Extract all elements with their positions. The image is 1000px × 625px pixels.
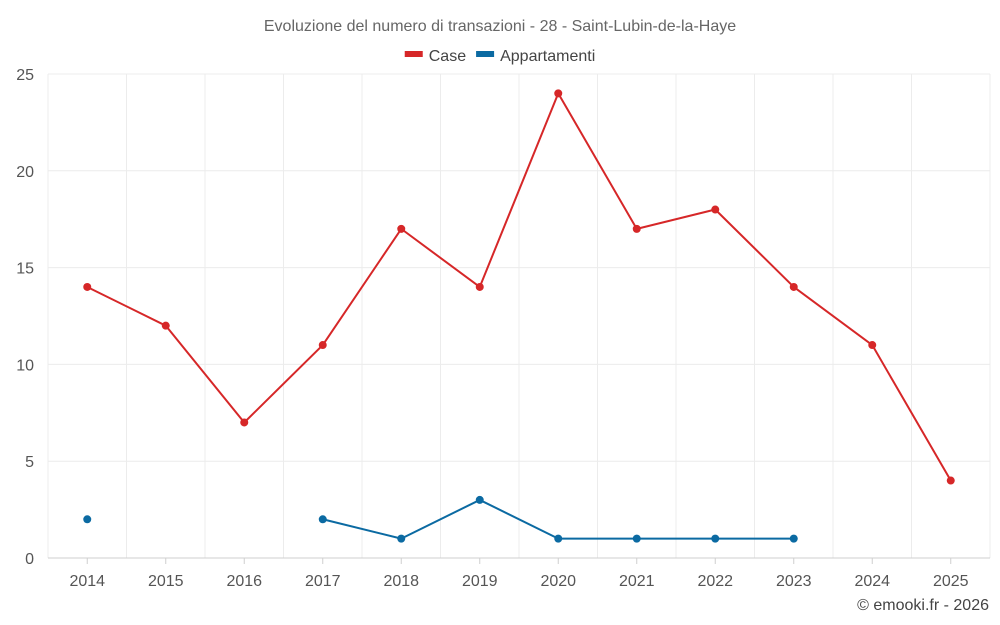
data-point-appartamenti bbox=[397, 534, 406, 543]
data-point-case bbox=[397, 224, 406, 233]
data-point-case bbox=[83, 282, 92, 291]
x-tick-label: 2021 bbox=[619, 573, 655, 590]
x-tick-label: 2020 bbox=[540, 573, 576, 590]
x-tick-label: 2019 bbox=[462, 573, 498, 590]
grid bbox=[47, 73, 991, 558]
y-tick-label: 0 bbox=[25, 551, 34, 568]
chart-title: Evoluzione del numero di transazioni - 2… bbox=[264, 18, 736, 35]
data-point-appartamenti bbox=[318, 515, 327, 524]
x-tick-label: 2017 bbox=[305, 573, 341, 590]
data-point-case bbox=[711, 205, 720, 214]
data-point-case bbox=[946, 476, 955, 485]
data-point-case bbox=[240, 418, 249, 427]
data-point-appartamenti bbox=[789, 534, 798, 543]
y-tick-label: 15 bbox=[16, 261, 34, 278]
y-tick-label: 5 bbox=[25, 454, 34, 471]
legend-label: Case bbox=[429, 48, 466, 65]
legend-swatch bbox=[404, 51, 423, 57]
data-point-appartamenti bbox=[475, 495, 484, 504]
data-point-case bbox=[632, 224, 641, 233]
series-line-appartamenti bbox=[322, 498, 794, 540]
data-point-case bbox=[161, 321, 170, 330]
data-point-appartamenti bbox=[711, 534, 720, 543]
y-tick-label: 10 bbox=[16, 357, 34, 374]
legend: Case Appartamenti bbox=[404, 48, 595, 65]
y-tick-label: 25 bbox=[16, 67, 34, 84]
data-point-case bbox=[554, 89, 563, 98]
data-point-appartamenti bbox=[632, 534, 641, 543]
data-point-appartamenti bbox=[83, 515, 92, 524]
legend-swatch bbox=[476, 51, 495, 57]
data-point-case bbox=[868, 341, 877, 350]
data-point-case bbox=[318, 341, 327, 350]
x-tick-label: 2016 bbox=[226, 573, 262, 590]
x-tick-label: 2014 bbox=[69, 573, 105, 590]
y-tick-label: 20 bbox=[16, 164, 34, 181]
x-tick-label: 2024 bbox=[854, 573, 890, 590]
series-appartamenti bbox=[83, 495, 798, 543]
credit-text: © emooki.fr - 2026 bbox=[857, 597, 989, 614]
x-tick-label: 2023 bbox=[776, 573, 812, 590]
data-point-appartamenti bbox=[554, 534, 563, 543]
series-layer bbox=[83, 89, 955, 543]
x-tick-label: 2015 bbox=[148, 573, 184, 590]
x-tick-label: 2018 bbox=[383, 573, 419, 590]
series-case bbox=[83, 89, 955, 485]
series-line-case bbox=[86, 92, 952, 482]
data-point-case bbox=[475, 282, 484, 291]
x-tick-label: 2025 bbox=[933, 573, 969, 590]
x-tick-label: 2022 bbox=[697, 573, 733, 590]
data-point-case bbox=[789, 282, 798, 291]
legend-label: Appartamenti bbox=[500, 48, 595, 65]
